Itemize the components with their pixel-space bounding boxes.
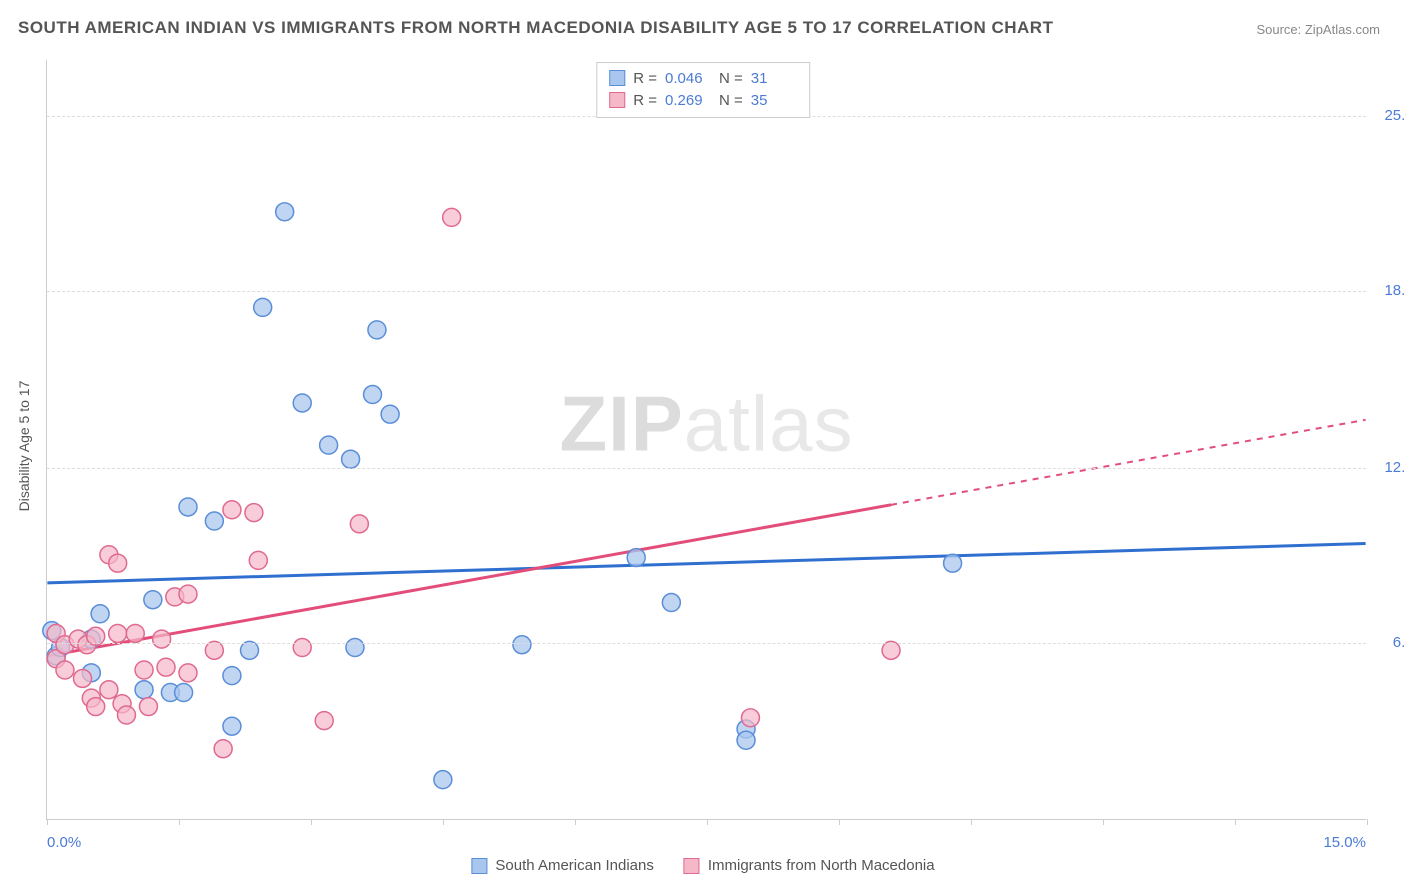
n-value-1: 35 (751, 92, 797, 109)
correlation-legend: R = 0.046 N = 31 R = 0.269 N = 35 (596, 62, 810, 118)
source-credit: Source: ZipAtlas.com (1256, 22, 1380, 37)
x-tick (443, 819, 444, 825)
scatter-point (223, 667, 241, 685)
scatter-point (513, 636, 531, 654)
y-tick-label: 6.3% (1375, 634, 1406, 651)
legend-item-label-1: Immigrants from North Macedonia (708, 857, 935, 874)
chart-svg (47, 60, 1366, 819)
scatter-point (126, 624, 144, 642)
scatter-point (293, 639, 311, 657)
scatter-point (741, 709, 759, 727)
scatter-point (737, 731, 755, 749)
x-tick (1235, 819, 1236, 825)
x-tick (1103, 819, 1104, 825)
y-tick-label: 18.8% (1375, 282, 1406, 299)
scatter-point (109, 624, 127, 642)
y-tick-label: 12.5% (1375, 459, 1406, 476)
scatter-point (342, 450, 360, 468)
x-tick (707, 819, 708, 825)
scatter-point (350, 515, 368, 533)
scatter-point (627, 549, 645, 567)
scatter-point (662, 594, 680, 612)
n-label: N = (719, 92, 743, 109)
x-tick (311, 819, 312, 825)
x-tick (971, 819, 972, 825)
trend-line-dashed (891, 420, 1366, 505)
legend-row-series-1: R = 0.269 N = 35 (609, 89, 797, 111)
scatter-point (315, 712, 333, 730)
scatter-point (117, 706, 135, 724)
n-value-0: 31 (751, 70, 797, 87)
scatter-point (249, 551, 267, 569)
scatter-point (944, 554, 962, 572)
scatter-point (223, 501, 241, 519)
scatter-point (74, 669, 92, 687)
r-value-0: 0.046 (665, 70, 711, 87)
x-tick (839, 819, 840, 825)
scatter-point (205, 641, 223, 659)
scatter-point (135, 681, 153, 699)
chart-title: SOUTH AMERICAN INDIAN VS IMMIGRANTS FROM… (18, 18, 1053, 38)
scatter-point (346, 639, 364, 657)
scatter-point (87, 698, 105, 716)
x-tick (1367, 819, 1368, 825)
gridline (47, 643, 1366, 644)
scatter-point (882, 641, 900, 659)
legend-item-label-0: South American Indians (495, 857, 653, 874)
x-tick (179, 819, 180, 825)
trend-line-solid (47, 544, 1365, 583)
y-tick-label: 25.0% (1375, 107, 1406, 124)
scatter-point (179, 498, 197, 516)
x-tick (47, 819, 48, 825)
r-label: R = (633, 70, 657, 87)
legend-swatch-0 (609, 70, 625, 86)
scatter-point (293, 394, 311, 412)
x-end-label: 15.0% (1323, 834, 1366, 851)
legend-item-1: Immigrants from North Macedonia (684, 857, 935, 874)
scatter-point (205, 512, 223, 530)
scatter-point (135, 661, 153, 679)
legend-item-swatch-0 (471, 858, 487, 874)
legend-row-series-0: R = 0.046 N = 31 (609, 67, 797, 89)
scatter-point (153, 630, 171, 648)
scatter-point (434, 771, 452, 789)
scatter-point (56, 661, 74, 679)
series-legend: South American Indians Immigrants from N… (471, 857, 934, 874)
x-start-label: 0.0% (47, 834, 81, 851)
scatter-point (443, 208, 461, 226)
x-tick (575, 819, 576, 825)
legend-item-0: South American Indians (471, 857, 653, 874)
scatter-point (179, 585, 197, 603)
scatter-point (179, 664, 197, 682)
scatter-point (364, 386, 382, 404)
scatter-point (100, 681, 118, 699)
gridline (47, 468, 1366, 469)
gridline (47, 291, 1366, 292)
scatter-point (157, 658, 175, 676)
scatter-point (245, 504, 263, 522)
scatter-point (320, 436, 338, 454)
legend-swatch-1 (609, 92, 625, 108)
r-label: R = (633, 92, 657, 109)
plot-area: ZIPatlas 6.3%12.5%18.8%25.0%0.0%15.0% (46, 60, 1366, 820)
scatter-point (254, 298, 272, 316)
scatter-point (241, 641, 259, 659)
scatter-point (91, 605, 109, 623)
scatter-point (109, 554, 127, 572)
scatter-point (223, 717, 241, 735)
scatter-point (175, 684, 193, 702)
n-label: N = (719, 70, 743, 87)
y-axis-label: Disability Age 5 to 17 (16, 381, 32, 512)
scatter-point (139, 698, 157, 716)
scatter-point (144, 591, 162, 609)
r-value-1: 0.269 (665, 92, 711, 109)
legend-item-swatch-1 (684, 858, 700, 874)
scatter-point (214, 740, 232, 758)
scatter-point (276, 203, 294, 221)
scatter-point (368, 321, 386, 339)
scatter-point (381, 405, 399, 423)
